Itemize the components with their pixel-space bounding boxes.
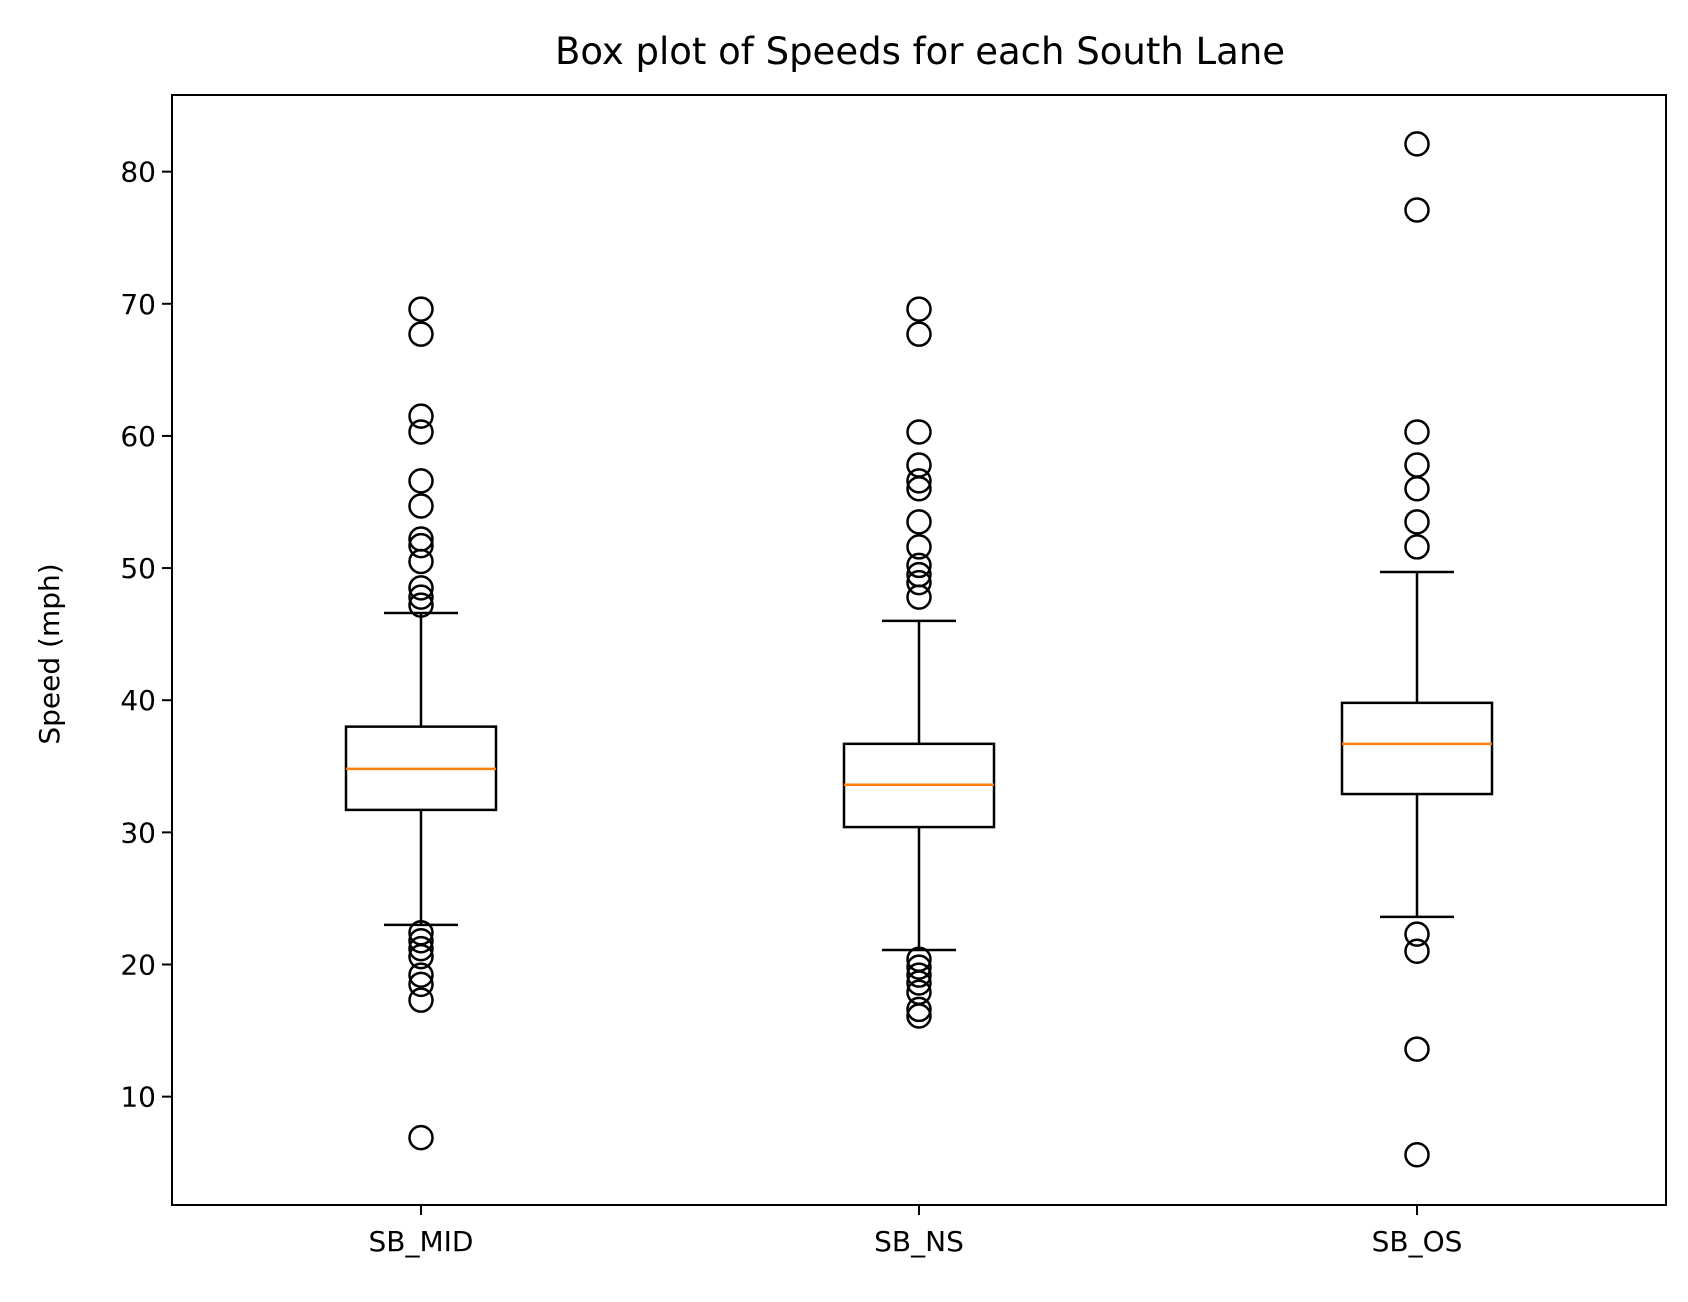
outlier-point xyxy=(906,534,932,560)
box-iqr xyxy=(1340,701,1494,796)
y-tick-label: 40 xyxy=(120,684,156,717)
outlier-point xyxy=(906,954,932,980)
outlier-point xyxy=(1404,534,1430,560)
outlier-point xyxy=(1404,476,1430,502)
outlier-point xyxy=(408,584,434,610)
outlier-point xyxy=(408,321,434,347)
plot-area: 10 20 30 40 50 60 70 80 SB_MID SB_NS SB_OS xyxy=(120,131,1494,1258)
outlier-point xyxy=(408,403,434,429)
outlier-point xyxy=(408,927,434,954)
chart-title: Box plot of Speeds for each South Lane xyxy=(555,30,1285,73)
outlier-point xyxy=(408,532,434,559)
outlier-point xyxy=(408,592,434,618)
outlier-point xyxy=(408,575,434,601)
outlier-point xyxy=(408,296,434,322)
x-tick-label: SB_NS xyxy=(874,1225,964,1258)
outlier-point xyxy=(1404,131,1430,157)
outlier-point xyxy=(906,1003,932,1029)
outlier-point xyxy=(906,569,932,596)
outlier-point xyxy=(906,584,932,610)
y-tick-label: 30 xyxy=(120,816,156,849)
outlier-point xyxy=(1404,509,1430,535)
outlier-point xyxy=(906,321,932,347)
outlier-point xyxy=(408,468,434,494)
outlier-point xyxy=(906,996,932,1023)
outlier-point xyxy=(906,509,932,535)
outlier-point xyxy=(408,962,434,988)
outlier-point xyxy=(408,419,434,445)
outlier-point xyxy=(906,296,932,322)
y-axis-label: Speed (mph) xyxy=(33,563,66,744)
outlier-point xyxy=(1404,921,1430,947)
outlier-point xyxy=(1404,1142,1430,1168)
x-tick-label: SB_MID xyxy=(369,1225,474,1258)
y-tick-label: 80 xyxy=(120,156,156,189)
outlier-point xyxy=(1404,419,1430,445)
outlier-point xyxy=(1404,938,1430,965)
axes-frame xyxy=(171,94,1667,1206)
y-tick-label: 10 xyxy=(120,1081,156,1114)
y-tick-label: 60 xyxy=(120,420,156,453)
y-tick-label: 70 xyxy=(120,288,156,321)
outlier-point xyxy=(906,970,932,996)
outlier-point xyxy=(408,493,434,519)
outlier-point xyxy=(906,468,932,494)
outlier-point xyxy=(408,971,434,998)
outlier-point xyxy=(1404,197,1430,223)
outlier-point xyxy=(408,548,434,575)
outlier-point xyxy=(408,1124,434,1151)
y-tick-label: 50 xyxy=(120,552,156,585)
outlier-point xyxy=(906,419,932,445)
outlier-point xyxy=(906,476,932,502)
outlier-point xyxy=(1404,1036,1430,1062)
x-tick-label: SB_OS xyxy=(1372,1225,1463,1258)
outlier-point xyxy=(408,935,434,962)
outlier-point xyxy=(906,962,932,988)
outlier-point xyxy=(408,987,434,1013)
outlier-point xyxy=(408,943,434,970)
outlier-point xyxy=(906,552,932,579)
y-tick-label: 20 xyxy=(120,949,156,982)
